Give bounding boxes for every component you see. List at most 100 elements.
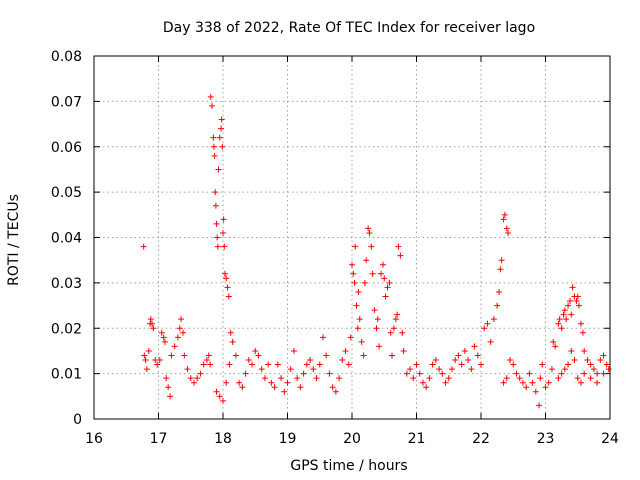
- data-point: [265, 361, 272, 368]
- data-point: [371, 307, 378, 314]
- data-point: [455, 352, 462, 359]
- data-point: [207, 361, 214, 368]
- data-point: [236, 379, 243, 386]
- data-point: [294, 375, 301, 382]
- y-tick-label: 0.06: [51, 140, 82, 156]
- data-point: [274, 361, 281, 368]
- data-point: [319, 334, 326, 341]
- data-point: [316, 361, 323, 368]
- data-point: [218, 116, 225, 123]
- data-point: [561, 366, 568, 373]
- data-point: [354, 325, 361, 332]
- data-point: [436, 366, 443, 373]
- tick-labels: 16 17 18 19 20 21 22 23 24 0 0.01 0.02 0.03 0.04 0.05 0…: [51, 49, 619, 447]
- data-point: [510, 361, 517, 368]
- data-point: [165, 384, 172, 391]
- data-point: [565, 302, 572, 309]
- data-point: [214, 243, 221, 250]
- data-point: [268, 379, 275, 386]
- data-point: [242, 370, 249, 377]
- data-point: [384, 284, 391, 291]
- data-point: [255, 352, 262, 359]
- data-point: [574, 375, 581, 382]
- data-point: [458, 361, 465, 368]
- data-point: [500, 379, 507, 386]
- data-point: [210, 143, 217, 150]
- data-point: [211, 152, 218, 159]
- data-point: [207, 93, 214, 100]
- data-point: [397, 252, 404, 259]
- data-point: [558, 370, 565, 377]
- data-point: [423, 384, 430, 391]
- data-point: [376, 343, 383, 350]
- y-tick-label: 0: [73, 412, 82, 428]
- data-point: [194, 375, 201, 382]
- data-point: [174, 334, 181, 341]
- data-point: [561, 307, 568, 314]
- data-point: [258, 366, 265, 373]
- data-point: [223, 379, 230, 386]
- data-point: [597, 357, 604, 364]
- data-point: [180, 329, 187, 336]
- data-point: [579, 329, 586, 336]
- data-point: [373, 325, 380, 332]
- data-point: [439, 370, 446, 377]
- data-point: [548, 366, 555, 373]
- data-point: [565, 361, 572, 368]
- data-point: [500, 216, 507, 223]
- data-point: [249, 361, 256, 368]
- data-point: [445, 375, 452, 382]
- data-point: [382, 293, 389, 300]
- data-point: [358, 338, 365, 345]
- data-point: [216, 134, 223, 141]
- data-point: [555, 375, 562, 382]
- data-point: [360, 352, 367, 359]
- data-point: [143, 366, 150, 373]
- data-points: [140, 93, 612, 409]
- data-point: [225, 293, 232, 300]
- data-point: [550, 338, 557, 345]
- data-point: [352, 243, 359, 250]
- data-point: [465, 357, 472, 364]
- data-point: [537, 375, 544, 382]
- data-point: [432, 357, 439, 364]
- data-point: [219, 143, 226, 150]
- y-tick-label: 0.07: [51, 94, 82, 110]
- data-point: [505, 229, 512, 236]
- data-point: [568, 347, 575, 354]
- data-point: [150, 325, 157, 332]
- data-point: [442, 379, 449, 386]
- data-point: [171, 343, 178, 350]
- data-point: [496, 288, 503, 295]
- data-point: [395, 243, 402, 250]
- data-point: [563, 316, 570, 323]
- data-point: [158, 329, 165, 336]
- y-tick-label: 0.03: [51, 276, 82, 292]
- data-point: [214, 234, 221, 241]
- data-point: [407, 366, 414, 373]
- data-point: [468, 366, 475, 373]
- data-point: [353, 302, 360, 309]
- data-point: [342, 347, 349, 354]
- data-point: [142, 357, 149, 364]
- data-point: [329, 384, 336, 391]
- data-point: [156, 357, 163, 364]
- data-point: [368, 243, 375, 250]
- data-point: [281, 388, 288, 395]
- data-point: [461, 347, 468, 354]
- data-point: [307, 357, 314, 364]
- data-point: [227, 329, 234, 336]
- data-point: [261, 375, 268, 382]
- data-point: [356, 316, 363, 323]
- data-point: [213, 388, 220, 395]
- data-point: [209, 102, 216, 109]
- data-point: [555, 320, 562, 327]
- data-point: [229, 338, 236, 345]
- data-point: [603, 361, 610, 368]
- x-tick-label: 23: [537, 431, 555, 447]
- data-point: [386, 279, 393, 286]
- data-point: [471, 343, 478, 350]
- data-point: [167, 393, 174, 400]
